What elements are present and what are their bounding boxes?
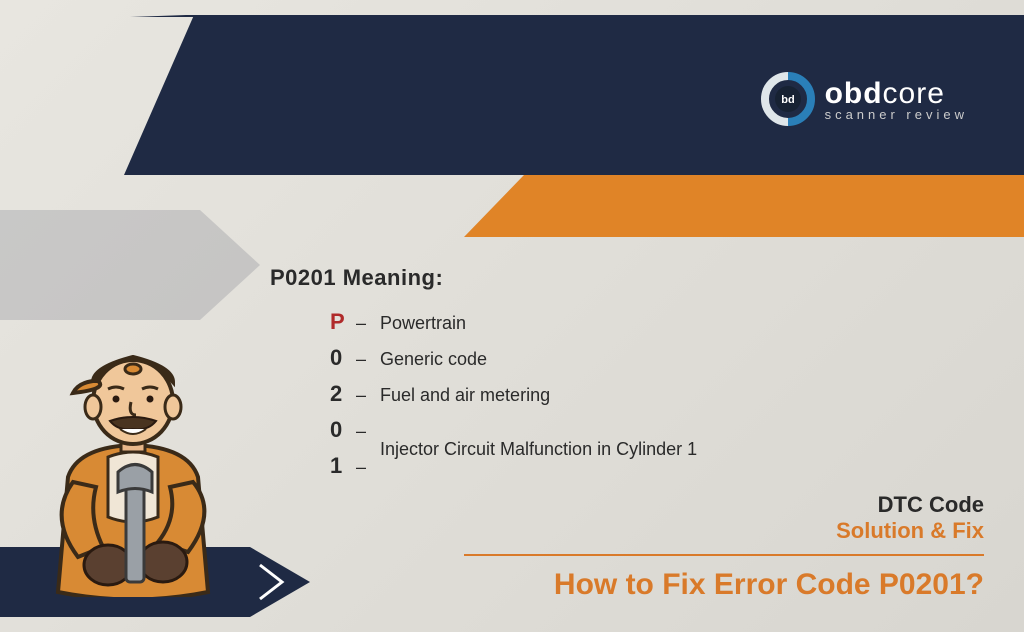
dash: – (356, 349, 380, 370)
footer-title: How to Fix Error Code P0201? (464, 568, 984, 602)
meaning-text: Powertrain (380, 313, 466, 334)
svg-text:bd: bd (781, 94, 794, 106)
dash: – (356, 457, 380, 478)
mechanic-illustration (18, 317, 248, 597)
left-navy-accent (0, 210, 260, 320)
dash: – (356, 313, 380, 334)
meaning-text: Injector Circuit Malfunction in Cylinder… (380, 439, 697, 460)
logo-brand-text: obdcore (825, 77, 968, 111)
meaning-row: P – Powertrain (330, 309, 697, 335)
code-letter: 1 (330, 453, 356, 479)
code-letter: P (330, 309, 356, 335)
code-letter: 2 (330, 381, 356, 407)
dash: – (356, 385, 380, 406)
meaning-heading: P0201 Meaning: (270, 265, 697, 291)
footer-title-block: DTC Code Solution & Fix How to Fix Error… (464, 492, 984, 602)
code-letter: 0 (330, 345, 356, 371)
orange-accent-band (464, 175, 1024, 237)
logo-mark-icon: bd (761, 72, 815, 126)
meaning-text: Generic code (380, 349, 487, 370)
meaning-row: 2 – Fuel and air metering (330, 381, 697, 407)
brand-logo: bd obdcore scanner review (761, 72, 968, 126)
dash: – (356, 421, 380, 442)
logo-tagline: scanner review (825, 107, 968, 122)
meaning-text: Fuel and air metering (380, 385, 550, 406)
footer-line-2: Solution & Fix (464, 518, 984, 544)
footer-rule (464, 554, 984, 556)
footer-line-1: DTC Code (464, 492, 984, 518)
meaning-row: 0 – Generic code (330, 345, 697, 371)
meaning-block: P0201 Meaning: P – Powertrain 0 – Generi… (270, 265, 697, 489)
code-letter: 0 (330, 417, 356, 443)
meaning-row: 1 – Injector Circuit Malfunction in Cyli… (330, 453, 697, 479)
